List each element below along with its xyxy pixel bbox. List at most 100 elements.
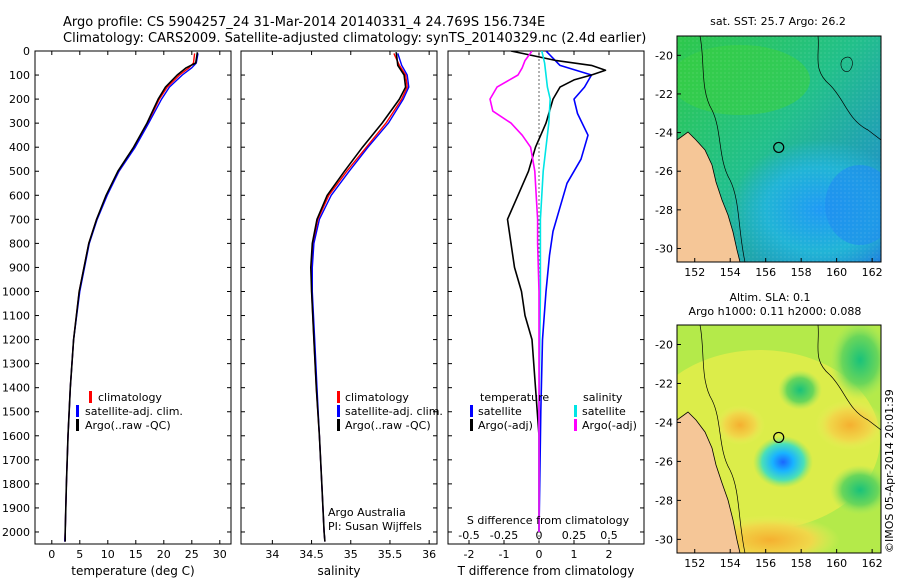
sal-legend-label-satellite: satellite-adj. clim. [345, 405, 443, 418]
map-x-tick-label: 158 [791, 557, 812, 570]
depth-tick-label: 600 [9, 189, 30, 202]
map-y-tick-label: -22 [655, 377, 673, 390]
depth-tick-label: 400 [9, 141, 30, 154]
x-tick-label: 20 [157, 548, 171, 561]
sla-map-title-line1: Altim. SLA: 0.1 [729, 291, 810, 304]
x-tick-label: 36 [422, 548, 436, 561]
x-tick-label: 1 [571, 548, 578, 561]
depth-tick-label: 1500 [2, 406, 30, 419]
sal-legend-swatch-argo [337, 419, 340, 431]
depth-tick-label: 700 [9, 213, 30, 226]
diff-legend-label-t-argo: Argo(-adj) [478, 419, 533, 432]
map-y-tick-label: -30 [655, 533, 673, 546]
map-x-tick-label: 156 [755, 557, 776, 570]
depth-tick-label: 800 [9, 237, 30, 250]
map-y-tick-label: -28 [655, 494, 673, 507]
salinity-xlabel: salinity [317, 564, 360, 578]
legend-label-argo: Argo(..raw -QC) [85, 419, 171, 432]
depth-tick-label: 1100 [2, 310, 30, 323]
diff-legend-swatch-t-argo [470, 419, 473, 431]
diff-legend-swatch-s-satellite [574, 405, 577, 417]
difference-legend: temperature salinity satellite Argo(-adj… [470, 391, 637, 432]
temperature-lines [64, 52, 199, 542]
sla-contour-shelf [699, 325, 746, 553]
sal-legend-swatch-climatology [337, 391, 340, 403]
depth-tick-label: 1800 [2, 478, 30, 491]
map-x-tick-label: 152 [684, 266, 705, 279]
difference-xlabel-top: S difference from climatology [467, 514, 630, 527]
series-line-climatology [64, 53, 196, 542]
sla-orange-blob-east [815, 400, 881, 450]
map-y-tick-label: -26 [655, 165, 673, 178]
sst-map-frame [676, 35, 882, 263]
x-tick-label: 34 [265, 548, 279, 561]
series-line-argo [64, 52, 199, 542]
x-tick-label: 2 [606, 548, 613, 561]
sst-contour-shelf [699, 36, 746, 262]
diff-legend-label-s-argo: Argo(-adj) [582, 419, 637, 432]
sla-blue-eddy [753, 436, 813, 488]
legend-swatch-climatology [89, 391, 92, 403]
diff-series-t-argo [506, 51, 607, 532]
sst-map-image [677, 36, 881, 262]
x-tick-label: 0 [536, 548, 543, 561]
imos-stamp: ©IMOS 05-Apr-2014 20:01:39 [883, 389, 896, 553]
depth-tick-label: 100 [9, 69, 30, 82]
depth-tick-label: 2000 [2, 526, 30, 539]
salinity-legend: climatology satellite-adj. clim. Argo(..… [337, 391, 443, 432]
x-tick-label: -2 [464, 548, 475, 561]
temperature-x-axis: 0 5 10 15 20 25 30 [48, 51, 227, 561]
sal-legend-label-argo: Argo(..raw -QC) [345, 419, 431, 432]
sla-green-band-east [830, 325, 881, 400]
x-tick-label: 34.5 [299, 548, 324, 561]
diff-series-s-satellite [538, 51, 552, 532]
sla-green-eddy-southeast [830, 465, 881, 515]
depth-tick-label: 1700 [2, 454, 30, 467]
credit-pi: PI: Susan Wijffels [328, 520, 422, 533]
diff-legend-swatch-t-satellite [470, 405, 473, 417]
map-x-tick-label: 162 [862, 557, 883, 570]
diff-series-t-satellite [538, 51, 593, 533]
series-line-climatology [310, 53, 408, 542]
sla-land-australia [677, 411, 741, 553]
depth-tick-label: 1900 [2, 502, 30, 515]
salinity-lines [309, 52, 410, 542]
map-y-tick-label: -20 [655, 338, 673, 351]
legend-swatch-satellite [76, 405, 79, 417]
sla-contour-reef [817, 325, 881, 431]
diff-legend-label-t-satellite: satellite [478, 405, 522, 418]
series-line-satellite [64, 53, 199, 542]
difference-lines [489, 51, 607, 533]
sal-legend-swatch-satellite [337, 405, 340, 417]
map-x-tick-label: 152 [684, 557, 705, 570]
salinity-plot-frame [240, 50, 438, 545]
x-tick-label: 0 [48, 548, 55, 561]
map-x-tick-label: 154 [720, 266, 741, 279]
map-x-tick-label: 162 [862, 266, 883, 279]
map-x-tick-label: 158 [791, 266, 812, 279]
map-x-tick-label: 160 [826, 557, 847, 570]
depth-tick-label: 200 [9, 93, 30, 106]
sst-contour-island [840, 56, 853, 72]
sst-contour-reef [817, 36, 881, 141]
x-tick-label: 30 [213, 548, 227, 561]
temperature-plot-frame [34, 50, 232, 545]
diff-legend-swatch-s-argo [574, 419, 577, 431]
x-tick-label-top: -0.25 [490, 529, 518, 542]
x-tick-label-top: 0.25 [562, 529, 587, 542]
x-tick-label: 15 [129, 548, 143, 561]
map-y-tick-label: -24 [655, 416, 673, 429]
x-tick-label-top: -0.5 [458, 529, 479, 542]
temperature-xlabel: temperature (deg C) [71, 564, 194, 578]
map-y-tick-label: -20 [655, 49, 673, 62]
depth-tick-label: 1300 [2, 358, 30, 371]
sla-map-image [677, 325, 881, 553]
legend-label-satellite: satellite-adj. clim. [85, 405, 183, 418]
sal-legend-label-climatology: climatology [345, 391, 409, 404]
x-tick-label: 10 [101, 548, 115, 561]
map-x-tick-label: 160 [826, 266, 847, 279]
series-line-argo [309, 52, 407, 542]
depth-axis: 0 100 200 300 400 500 600 700 800 900 1000 1100 1200… [2, 45, 644, 539]
